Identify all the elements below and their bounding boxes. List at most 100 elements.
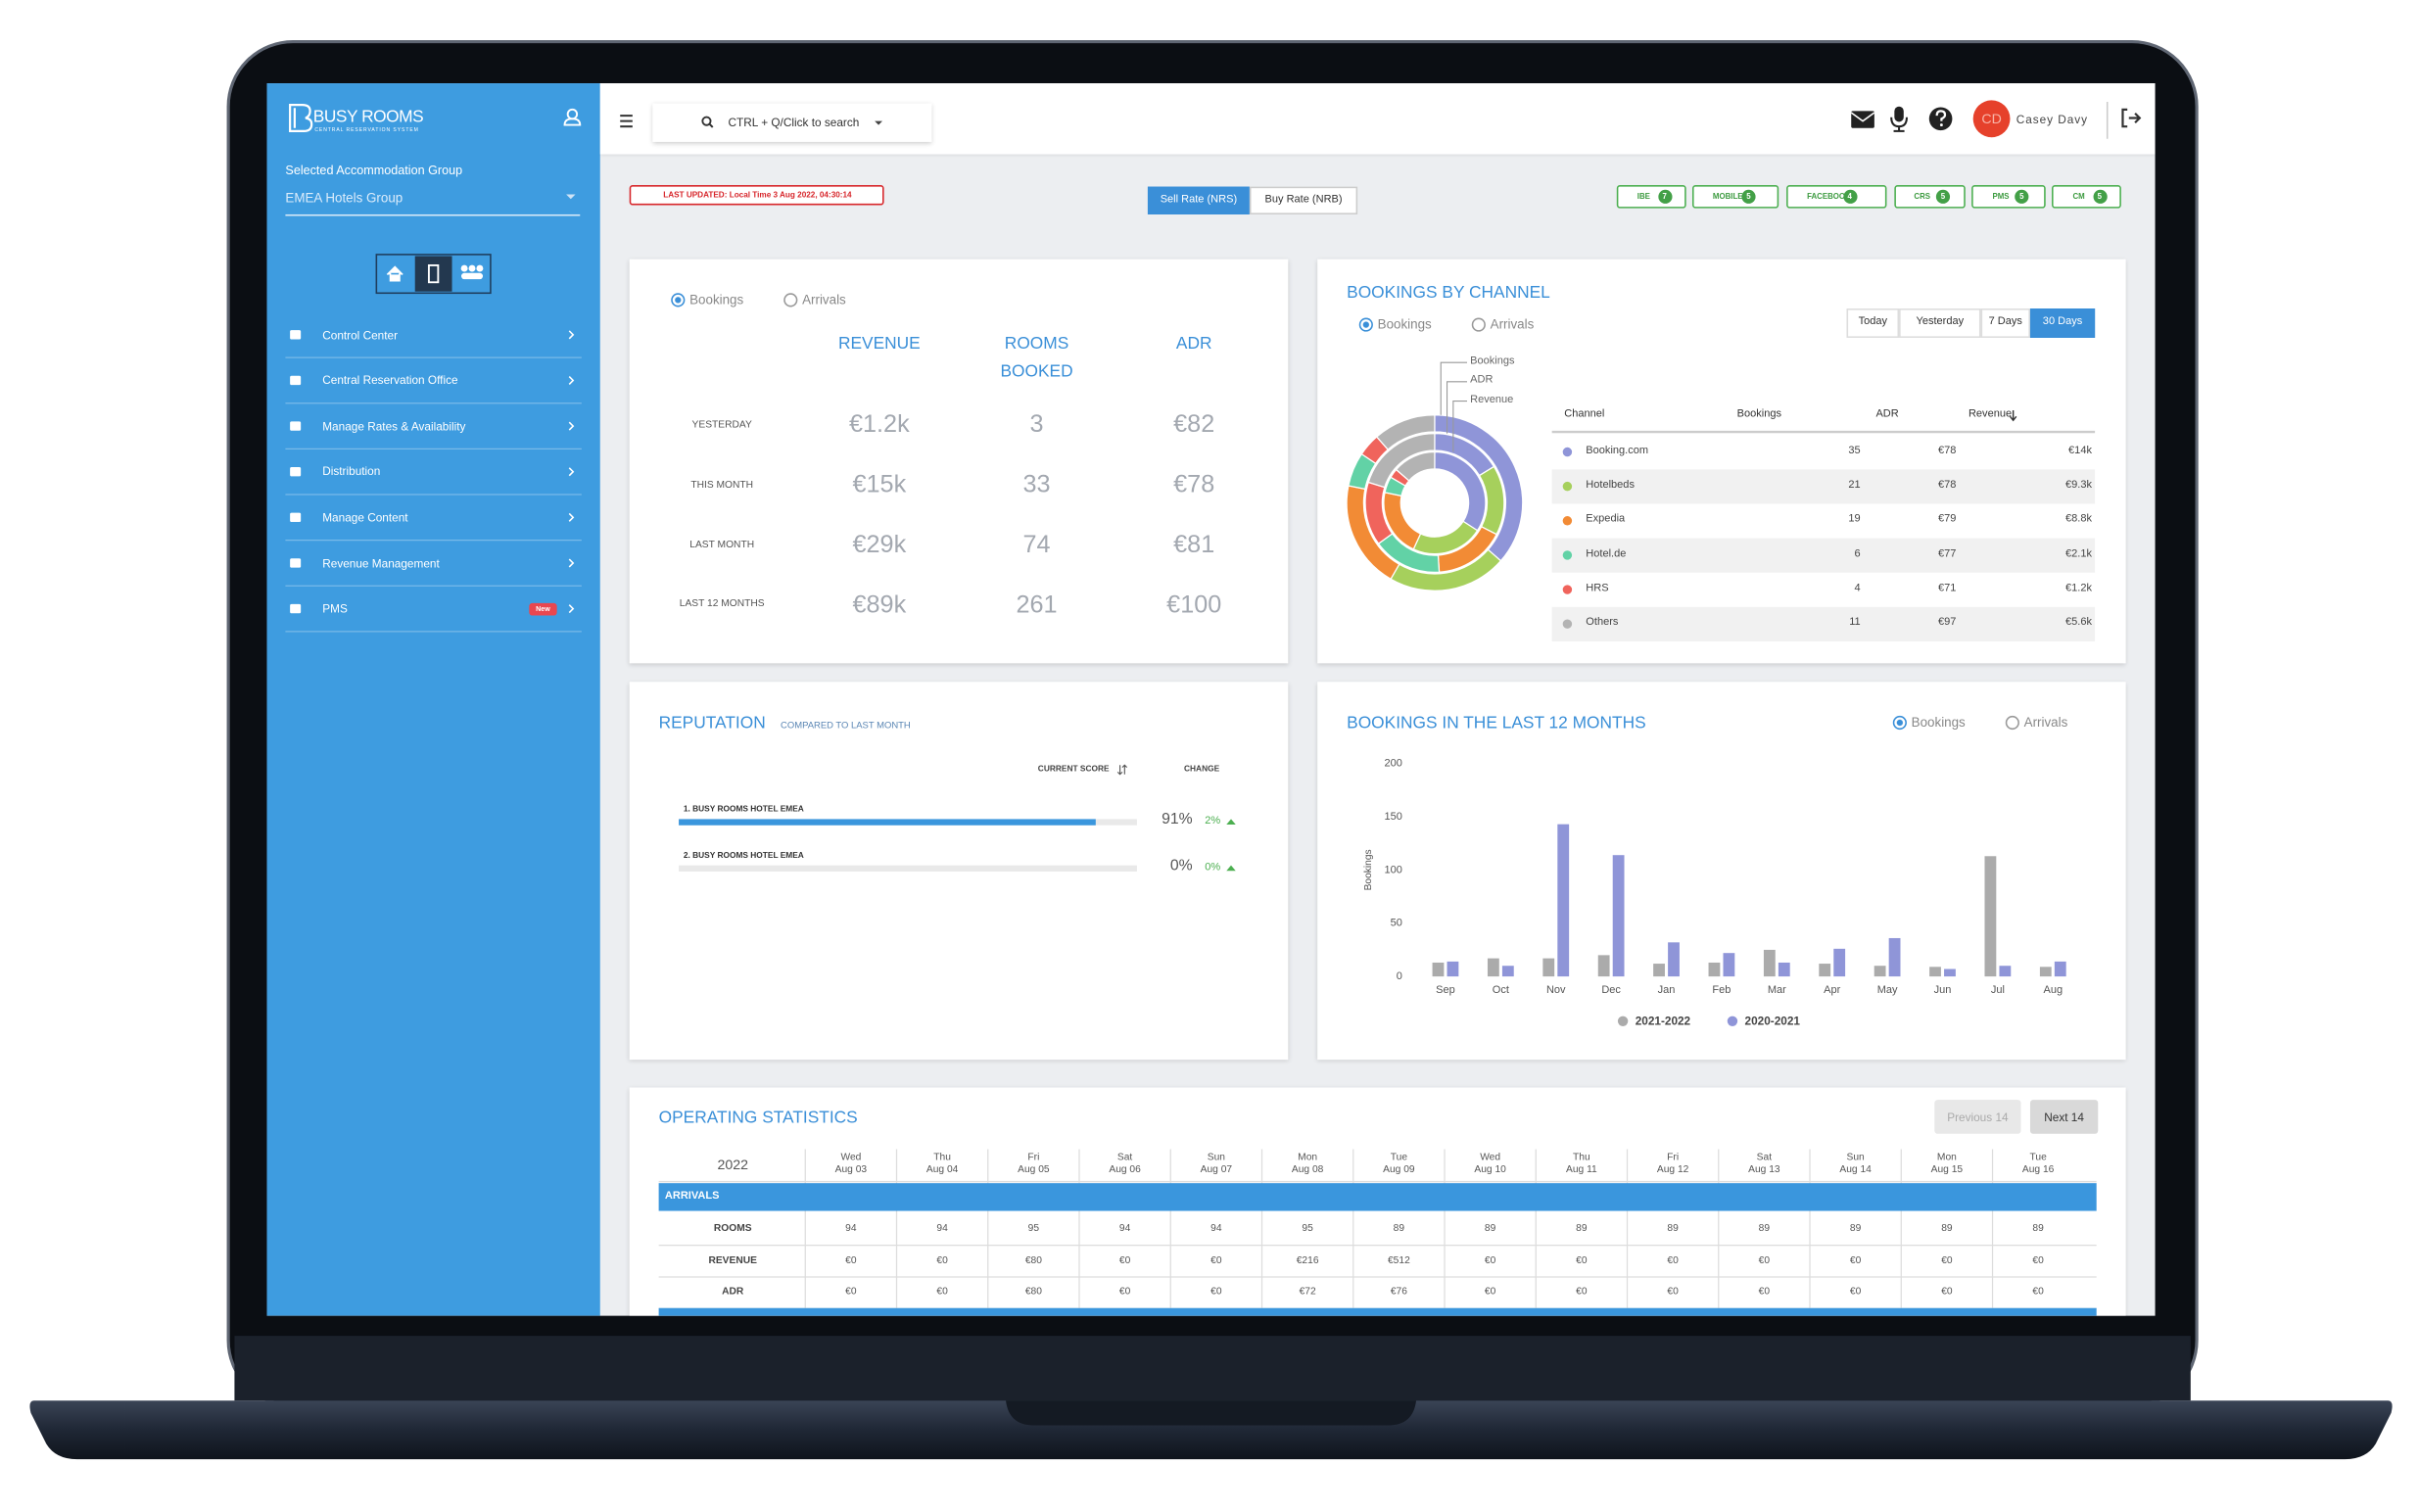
cell: €0 xyxy=(936,1254,948,1266)
channel-bookings: 11 xyxy=(1849,617,1861,629)
menu-item[interactable]: Control Center xyxy=(322,327,399,342)
pager-button[interactable] xyxy=(2029,1100,2099,1134)
search-icon xyxy=(708,123,714,128)
cell: 94 xyxy=(1118,1223,1131,1235)
reputation-panel: REPUTATION COMPARED TO LAST MONTH CURRENT … xyxy=(629,682,1289,1061)
radio-button[interactable] xyxy=(1892,715,1907,730)
day-date: Aug 09 xyxy=(1383,1163,1415,1175)
rate-tab[interactable] xyxy=(1249,186,1358,214)
channel-name: Booking.com xyxy=(1586,445,1649,456)
bar xyxy=(1432,962,1445,977)
radio-label[interactable]: Bookings xyxy=(689,291,744,307)
metric-value: €100 xyxy=(1166,591,1222,618)
search-placeholder[interactable]: CTRL + Q/Click to search xyxy=(728,116,860,130)
channel-pill[interactable] xyxy=(1786,185,1887,209)
menu-item[interactable]: Distribution xyxy=(322,464,381,479)
cell: €0 xyxy=(1758,1254,1771,1266)
channel-pill-name: MOBILE xyxy=(1712,192,1743,202)
radio-label[interactable]: Arrivals xyxy=(1490,315,1535,332)
user-name[interactable]: Casey Davy xyxy=(2016,112,2088,126)
bar xyxy=(1944,969,1956,977)
channel-pill[interactable] xyxy=(1691,185,1779,209)
day-date: Aug 13 xyxy=(1748,1163,1780,1175)
bar xyxy=(1557,824,1570,977)
day-name: Tue xyxy=(2029,1152,2047,1163)
period-button[interactable] xyxy=(1980,308,2030,338)
radio-label[interactable]: Bookings xyxy=(1911,714,1966,730)
metric-value: €78 xyxy=(1173,472,1215,498)
help-icon[interactable] xyxy=(1928,107,1953,131)
graphics xyxy=(658,1149,2097,1316)
legend-label: 2020-2021 xyxy=(1745,1015,1801,1028)
sort-arrow xyxy=(2009,410,2017,422)
cell: 89 xyxy=(1393,1223,1405,1235)
cell: 89 xyxy=(1576,1223,1588,1235)
metric-value: €81 xyxy=(1173,532,1215,558)
radio-label[interactable]: Arrivals xyxy=(802,291,846,307)
view-button-active[interactable] xyxy=(414,256,452,292)
channel-pill-name: FACEBOOK xyxy=(1807,192,1851,202)
period-button[interactable] xyxy=(1899,308,1981,338)
laptop-notch xyxy=(1006,1400,1417,1426)
menu-item[interactable]: Central Reservation Office xyxy=(322,373,458,388)
channel-pill[interactable] xyxy=(1971,185,2046,209)
home-icon[interactable] xyxy=(386,265,403,282)
chevron xyxy=(568,375,575,385)
row-shade xyxy=(1551,538,2096,573)
group-icon[interactable] xyxy=(460,264,484,280)
day-name: Thu xyxy=(933,1152,951,1163)
rate-tab[interactable] xyxy=(1147,186,1250,214)
user-icon[interactable] xyxy=(563,108,582,126)
change-header: CHANGE xyxy=(1183,765,1220,775)
menu-item[interactable]: Manage Content xyxy=(322,510,408,525)
radio-button[interactable] xyxy=(671,292,686,307)
menu-item[interactable]: Manage Rates & Availability xyxy=(322,418,466,434)
section-bar xyxy=(658,1307,2097,1316)
radio-button[interactable] xyxy=(783,292,798,307)
bookings-chart-panel: BOOKINGS IN THE LAST 12 MONTHS Bookings Ar… xyxy=(1317,682,2126,1061)
table-header[interactable]: Channel xyxy=(1564,408,1605,420)
channel-bookings: 4 xyxy=(1854,583,1861,594)
donut-segment xyxy=(1375,414,1436,450)
channel-dot xyxy=(1562,619,1573,629)
radio-label[interactable]: Arrivals xyxy=(2023,714,2068,730)
panel-title: OPERATING STATISTICS xyxy=(658,1110,858,1129)
bar xyxy=(1723,953,1735,977)
microphone-icon[interactable] xyxy=(1890,106,1908,132)
table-header[interactable]: Revenue xyxy=(1968,408,2013,420)
building-icon[interactable] xyxy=(427,263,440,284)
rate-tab-label: Buy Rate (NRB) xyxy=(1264,194,1343,206)
period-button[interactable] xyxy=(2029,308,2096,338)
logout-icon[interactable] xyxy=(2121,108,2142,128)
channel-count: 5 xyxy=(1940,192,1946,203)
radio-label[interactable]: Bookings xyxy=(1377,315,1432,332)
cell: €76 xyxy=(1390,1286,1407,1298)
cell: €0 xyxy=(1849,1286,1862,1298)
radio-button[interactable] xyxy=(1358,316,1373,331)
pager-button[interactable] xyxy=(1934,1100,2021,1134)
last-updated: LAST UPDATED: Local Time 3 Aug 2022, 04:… xyxy=(663,191,852,201)
y-tick-label: 200 xyxy=(1384,758,1401,770)
menu-item[interactable]: Revenue Management xyxy=(322,555,440,571)
envelope-icon[interactable] xyxy=(1850,111,1875,128)
menu-item[interactable]: PMS xyxy=(322,601,348,616)
cell: €0 xyxy=(845,1254,857,1266)
table-header[interactable]: Bookings xyxy=(1736,408,1782,420)
day-date: Aug 15 xyxy=(1930,1163,1964,1175)
day-name: Sat xyxy=(1116,1152,1133,1163)
column-header: ROOMS BOOKED xyxy=(1000,334,1073,382)
channel-dot xyxy=(1562,447,1573,457)
avatar[interactable] xyxy=(1972,100,2011,138)
hotel-name: 2. BUSY ROOMS HOTEL EMEA xyxy=(683,851,804,861)
cell: €216 xyxy=(1296,1254,1319,1266)
graphics: 0 50 100 150 200 Bookings Sep Oct Nov Dec Jan Feb Ma… xyxy=(1363,758,2066,1028)
radio-button[interactable] xyxy=(2005,715,2019,730)
period-button[interactable] xyxy=(1846,308,1900,338)
menu-toggle[interactable] xyxy=(620,115,633,128)
radio-button[interactable] xyxy=(1471,316,1486,331)
search-box[interactable] xyxy=(652,103,932,142)
cell: €0 xyxy=(1484,1254,1496,1266)
row-label: ADR xyxy=(722,1286,744,1298)
group-select[interactable]: EMEA Hotels Group xyxy=(285,189,403,206)
table-header[interactable]: ADR xyxy=(1875,408,1899,420)
